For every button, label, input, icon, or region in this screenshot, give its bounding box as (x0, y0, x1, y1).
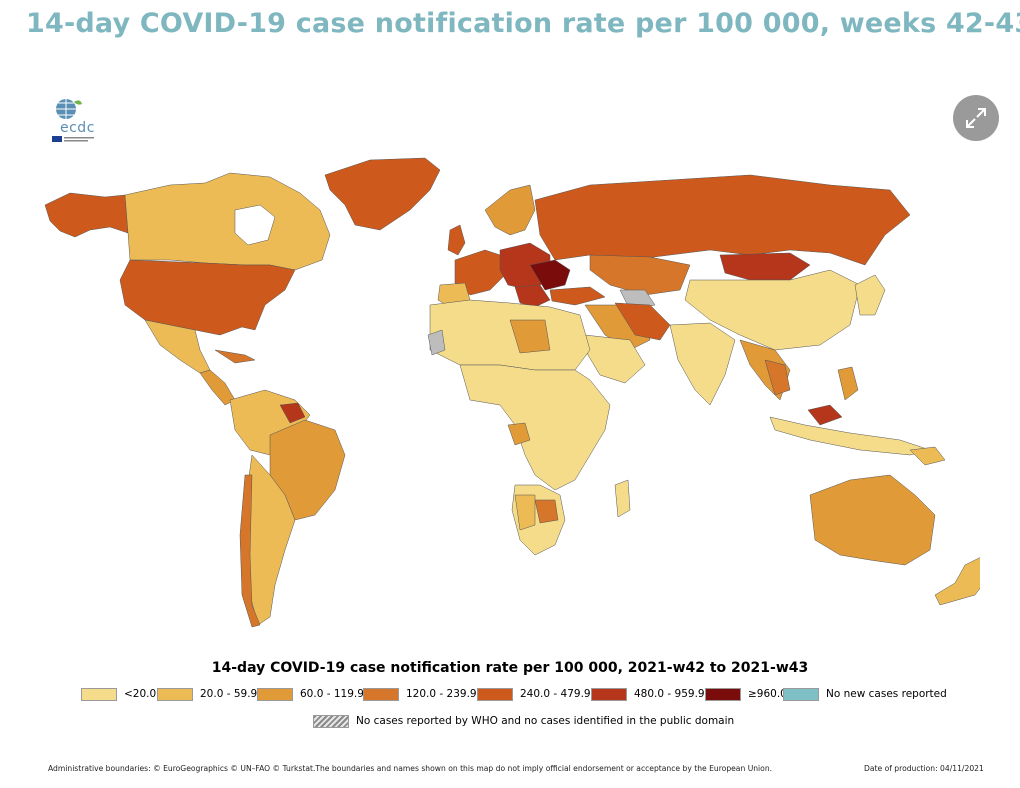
region-guianas[interactable] (279, 402, 306, 424)
region-hudson-bay (234, 204, 276, 246)
region-usa[interactable] (119, 259, 296, 336)
region-indonesia[interactable] (769, 416, 931, 456)
region-mongolia[interactable] (719, 252, 811, 281)
region-papua-new-guinea[interactable] (909, 446, 946, 466)
legend-label: 480.0 - 959.9 (634, 688, 705, 700)
expand-icon (966, 108, 986, 128)
globe-icon (52, 99, 94, 142)
region-central-africa[interactable] (459, 364, 611, 491)
world-map (44, 157, 980, 628)
legend-swatch (591, 688, 627, 701)
legend-swatch (81, 688, 117, 701)
region-new-zealand[interactable] (934, 555, 980, 606)
region-japan-korea[interactable] (854, 274, 886, 316)
region-alaska[interactable] (44, 192, 129, 238)
region-chile[interactable] (239, 474, 261, 628)
region-china[interactable] (684, 269, 861, 351)
logo-text: ecdc (60, 120, 95, 136)
region-turkey[interactable] (549, 286, 606, 306)
region-arabia[interactable] (584, 334, 646, 384)
legend-label: ≥960.0 (748, 688, 787, 700)
region-india[interactable] (669, 322, 736, 406)
footer-boundaries: Administrative boundaries: © EuroGeograp… (48, 764, 773, 773)
region-thailand[interactable] (764, 359, 791, 396)
region-eastern-europe[interactable] (529, 259, 571, 291)
legend-label: 60.0 - 119.9 (300, 688, 364, 700)
region-greenland[interactable] (324, 157, 441, 231)
region-north-africa[interactable] (429, 299, 591, 371)
legend-swatch (477, 688, 513, 701)
region-western-sahara-hatch (427, 329, 446, 356)
legend-swatch (157, 688, 193, 701)
legend-title: 14-day COVID-19 case notification rate p… (211, 660, 809, 676)
expand-button[interactable] (953, 95, 999, 141)
region-balkans[interactable] (514, 284, 551, 308)
region-madagascar[interactable] (614, 479, 631, 518)
region-botswana[interactable] (534, 499, 559, 524)
region-philippines[interactable] (837, 366, 859, 401)
region-kazakhstan[interactable] (589, 254, 691, 296)
legend-label: 120.0 - 239.9 (406, 688, 477, 700)
region-uk[interactable] (447, 224, 466, 256)
legend-swatch (705, 688, 741, 701)
hatch-swatch (313, 715, 349, 728)
region-scandinavia[interactable] (484, 184, 536, 236)
ecdc-logo: ecdc (48, 96, 108, 146)
region-canada[interactable] (124, 172, 331, 271)
region-namibia[interactable] (514, 494, 536, 531)
region-iran[interactable] (614, 302, 671, 341)
region-libya[interactable] (509, 319, 551, 354)
region-russia[interactable] (534, 174, 911, 266)
legend-swatch (257, 688, 293, 701)
legend: <20.0 20.0 - 59.9 60.0 - 119.9 120.0 - 2… (81, 686, 961, 704)
legend-label: No new cases reported (826, 688, 947, 700)
legend-swatch (783, 688, 819, 701)
region-gabon-congo[interactable] (507, 422, 531, 446)
region-malaysia[interactable] (807, 404, 843, 426)
legend-swatch (363, 688, 399, 701)
footer-date: Date of production: 04/11/2021 (864, 764, 984, 773)
legend-label: 20.0 - 59.9 (200, 688, 258, 700)
region-australia[interactable] (809, 474, 936, 566)
legend-label: 240.0 - 479.9 (520, 688, 591, 700)
hatch-label: No cases reported by WHO and no cases id… (356, 715, 735, 727)
legend-label: <20.0 (124, 688, 157, 700)
page-title: 14-day COVID-19 case notification rate p… (26, 8, 1020, 39)
region-caribbean[interactable] (214, 349, 256, 364)
region-central-america[interactable] (199, 369, 236, 406)
